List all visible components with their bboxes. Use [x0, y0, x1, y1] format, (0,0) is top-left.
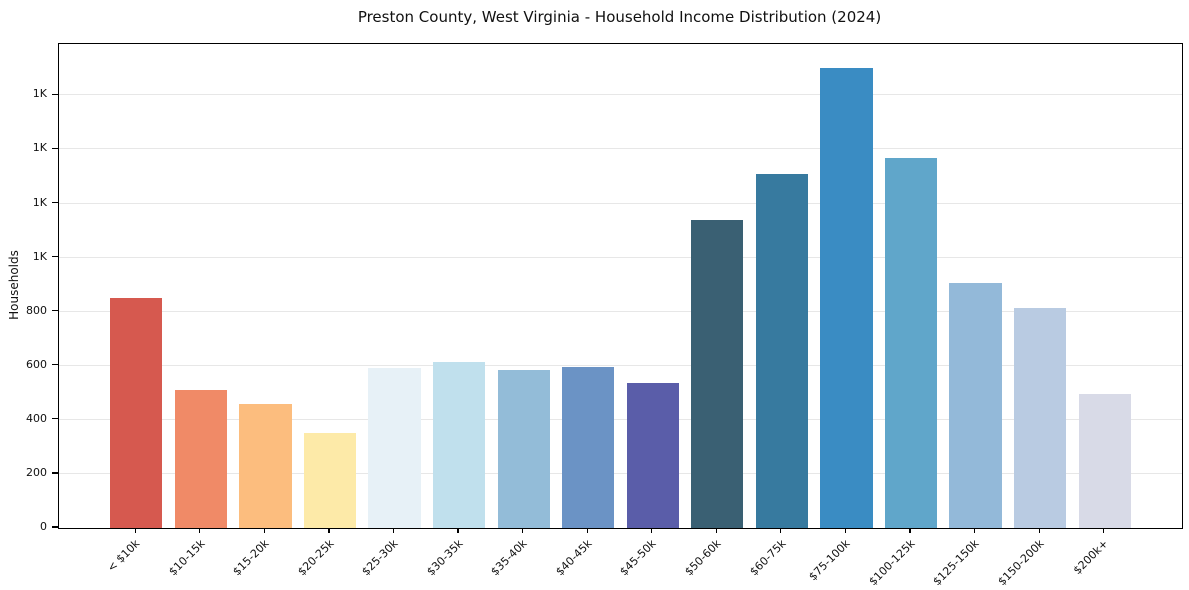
y-tick-mark: [52, 147, 58, 150]
bar-slot: [879, 44, 944, 528]
y-axis-tick-marks: [52, 43, 58, 528]
bar: [1078, 394, 1131, 528]
x-tick-mark: [1038, 528, 1040, 533]
bar: [110, 298, 163, 528]
gridline: [59, 310, 1182, 312]
y-axis-tick-labels: 0 200 400 600 800 1K 1K 1K 1K: [0, 43, 58, 533]
y-tick-mark: [52, 364, 58, 366]
bar: [497, 369, 550, 528]
bar: [1014, 307, 1067, 528]
y-tick-mark: [52, 201, 58, 204]
y-tick-mark: [52, 93, 58, 95]
y-tick-label: 1K: [32, 87, 47, 101]
x-tick-mark: [586, 528, 588, 533]
gridline: [59, 148, 1182, 150]
x-tick-label: $125-150k: [930, 537, 982, 589]
bar: [562, 367, 615, 528]
y-tick-label: 1K: [32, 195, 47, 209]
y-tick-label: 1K: [32, 141, 47, 155]
x-tick-label: $75-100k: [806, 537, 853, 584]
x-tick-mark: [199, 528, 201, 533]
bar-slot: [750, 44, 815, 528]
chart-title: Preston County, West Virginia - Househol…: [357, 8, 882, 26]
bar-slot: [621, 44, 686, 528]
bar: [368, 368, 421, 528]
x-tick-mark: [780, 528, 782, 533]
x-tick-label: $25-30k: [359, 537, 401, 579]
bar: [691, 219, 744, 528]
x-tick-mark: [909, 528, 911, 533]
x-tick-mark: [522, 528, 524, 533]
bar-slot: [556, 44, 621, 528]
bar: [820, 68, 873, 528]
bar-slot: [1008, 44, 1073, 528]
bar-slot: [685, 44, 750, 528]
x-tick-mark: [1103, 528, 1105, 533]
x-tick-mark: [844, 528, 847, 533]
x-tick-label: $30-35k: [424, 537, 466, 579]
x-tick-mark: [715, 528, 717, 533]
x-tick-label: $40-45k: [553, 537, 595, 579]
x-tick-mark: [651, 528, 653, 533]
y-tick-mark: [52, 418, 58, 420]
x-tick-label: $100-125k: [866, 537, 918, 589]
x-tick-label: $45-50k: [617, 537, 659, 579]
y-tick-label: 400: [26, 411, 47, 425]
gridline: [59, 364, 1182, 366]
gridline: [59, 418, 1182, 420]
bar-slot: [169, 44, 234, 528]
bar-slot: [491, 44, 556, 528]
x-tick-mark: [392, 528, 395, 533]
y-tick-label: 800: [26, 303, 47, 317]
x-tick-label: $200k+: [1070, 537, 1111, 578]
x-axis: < $10k $10-15k $15-20k $20-25k $25-30k $30-35…: [58, 528, 1181, 590]
bar: [239, 403, 292, 528]
y-tick-label: 600: [26, 357, 47, 371]
y-tick-label: 200: [26, 465, 47, 479]
bars-container: [59, 44, 1182, 528]
y-tick-label: 1K: [32, 249, 47, 263]
x-tick-label: $60-75k: [746, 537, 789, 579]
bar: [303, 433, 357, 528]
bar: [949, 283, 1002, 528]
x-tick-mark: [134, 528, 136, 533]
bar-slot: [814, 44, 879, 528]
y-tick-label: 0: [40, 520, 47, 533]
bar-slot: [233, 44, 298, 528]
x-tick-label: $50-60k: [682, 537, 724, 579]
x-tick-label: $35-40k: [488, 537, 530, 579]
bar-slot: [427, 44, 492, 528]
bar: [755, 173, 809, 528]
bar-slot: [362, 44, 427, 528]
y-tick-mark: [52, 310, 58, 312]
gridline: [59, 256, 1182, 258]
x-tick-label: $15-20k: [230, 537, 272, 579]
gridline: [59, 202, 1182, 204]
y-tick-mark: [52, 256, 58, 258]
bar-slot: [104, 44, 169, 528]
x-tick-label: $150-200k: [995, 537, 1047, 589]
bar-slot: [298, 44, 363, 528]
bar: [432, 361, 486, 528]
bar: [884, 157, 938, 528]
y-tick-mark: [52, 526, 58, 528]
x-tick-mark: [457, 528, 459, 533]
y-tick-mark: [52, 472, 58, 474]
x-tick-mark: [973, 528, 976, 533]
gridline: [59, 472, 1182, 474]
plot-area: [58, 43, 1183, 529]
x-tick-label: $20-25k: [294, 537, 337, 579]
bar-slot: [943, 44, 1008, 528]
x-tick-label: $10-15k: [165, 537, 208, 579]
x-tick-label: < $10k: [104, 537, 143, 575]
bar: [626, 383, 679, 528]
x-tick-mark: [328, 528, 330, 533]
gridline: [59, 94, 1182, 96]
bar: [174, 390, 227, 528]
x-tick-mark: [263, 528, 265, 533]
bar-slot: [1072, 44, 1137, 528]
